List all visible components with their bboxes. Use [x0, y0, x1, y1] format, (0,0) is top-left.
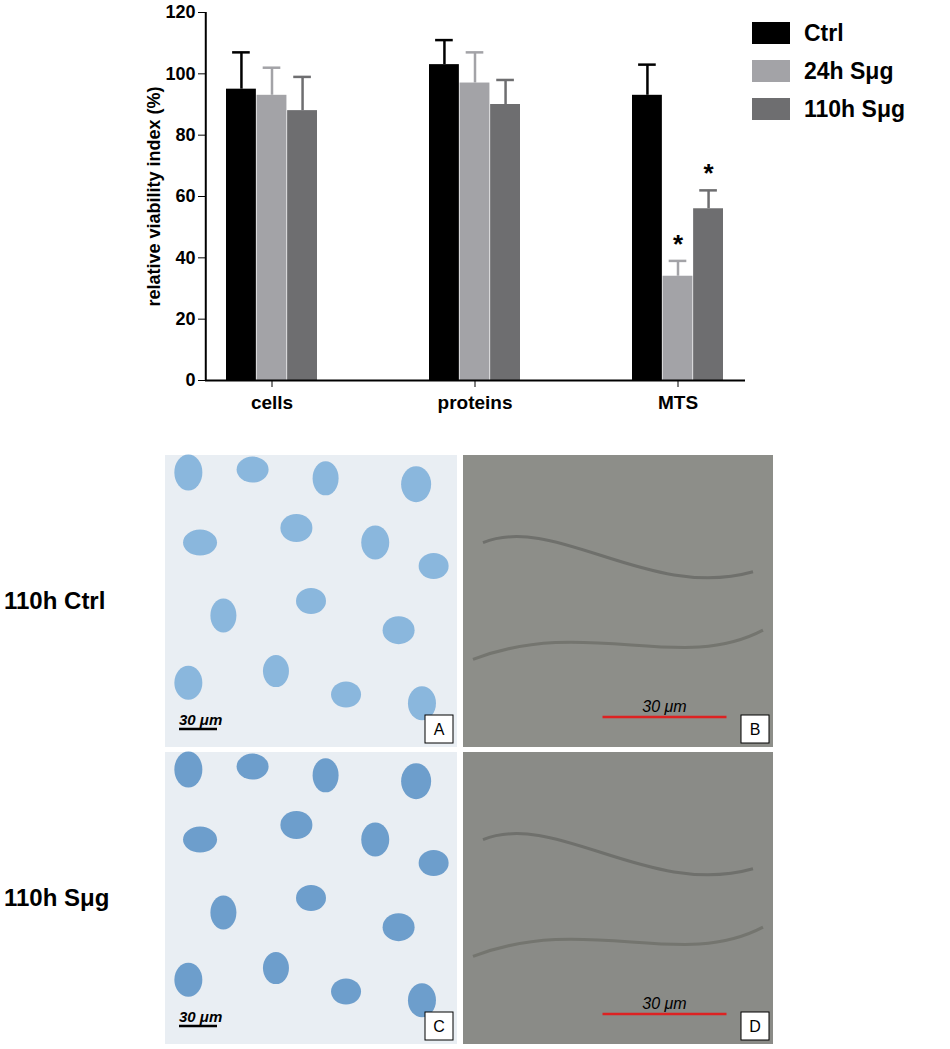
svg-text:30 μm: 30 μm — [642, 995, 686, 1012]
svg-text:MTS: MTS — [658, 392, 698, 413]
svg-text:110h Ctrl: 110h Ctrl — [4, 587, 105, 614]
svg-text:*: * — [673, 229, 684, 259]
svg-text:110h Sμg: 110h Sμg — [4, 884, 109, 911]
svg-text:30 μm: 30 μm — [179, 1008, 222, 1025]
svg-text:100: 100 — [165, 64, 195, 84]
html-text:110h Sμg: 110h Sμg — [804, 95, 905, 122]
html-text:Ctrl: Ctrl — [804, 19, 844, 46]
svg-text:*: * — [704, 158, 715, 188]
svg-text:30 μm: 30 μm — [642, 698, 686, 715]
svg-text:120: 120 — [165, 2, 195, 22]
svg-text:20: 20 — [175, 309, 195, 329]
svg-text:C: C — [433, 1018, 445, 1035]
svg-text:proteins: proteins — [438, 392, 513, 413]
svg-text:40: 40 — [175, 248, 195, 268]
svg-text:0: 0 — [185, 370, 195, 390]
html-text:24h Sμg: 24h Sμg — [804, 57, 894, 84]
svg-text:B: B — [750, 721, 761, 738]
svg-text:80: 80 — [175, 125, 195, 145]
svg-text:60: 60 — [175, 186, 195, 206]
svg-text:30 μm: 30 μm — [179, 711, 222, 728]
svg-text:cells: cells — [251, 392, 293, 413]
svg-text:relative viability index (%): relative viability index (%) — [144, 86, 164, 306]
svg-text:A: A — [434, 721, 445, 738]
svg-text:D: D — [749, 1018, 761, 1035]
